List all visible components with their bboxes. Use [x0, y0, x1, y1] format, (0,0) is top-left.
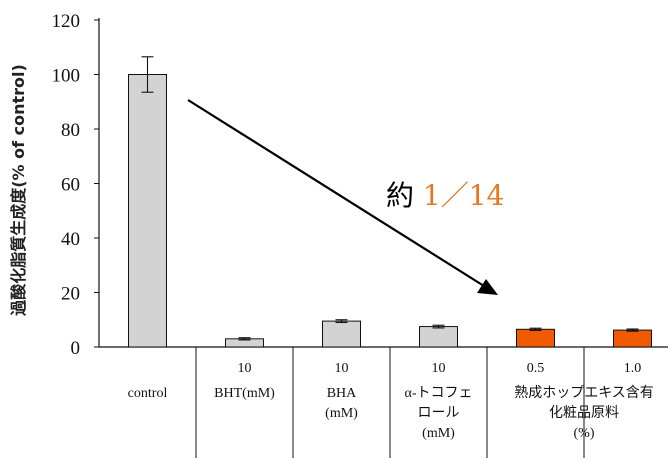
bar-bha [322, 320, 361, 348]
category-label-tocopherol: ロール [418, 406, 460, 421]
y-tick-label: 60 [61, 175, 80, 196]
error-bar-bht [238, 337, 251, 341]
y-tick-label: 120 [52, 11, 81, 32]
bar-hop-0-5 [516, 328, 555, 348]
error-bar-hop-0-5 [529, 327, 542, 331]
category-label-tocopherol: α-トコフェ [405, 386, 473, 401]
category-label-hop-0-5: 熟成ホップエキス含有 [514, 385, 654, 401]
category-label-tocopherol: 10 [432, 361, 446, 376]
reduction-annotation: 約 1／14 [386, 179, 504, 212]
annotation-prefix: 約 [386, 179, 423, 212]
trend-arrow [187, 99, 498, 295]
annotation-ratio: 1／14 [423, 179, 504, 212]
category-label-control: control [128, 386, 168, 401]
category-label-bha: (mM) [325, 406, 358, 421]
category-label-bht: 10 [238, 361, 252, 376]
error-bar-hop-1-0 [626, 328, 639, 332]
category-label-hop-0-5: 化粧品原料 [549, 405, 619, 421]
y-tick-label: 100 [52, 66, 81, 87]
y-tick-label: 40 [61, 229, 80, 250]
bar-control [128, 74, 167, 348]
error-bar-bha [335, 319, 348, 324]
category-label-bha: BHA [327, 386, 357, 401]
error-bar-tocopherol [432, 324, 445, 329]
y-tick-label: 20 [61, 284, 80, 305]
category-label-bha: 10 [335, 361, 349, 376]
bars [128, 56, 652, 348]
category-label-bht: BHT(mM) [214, 386, 275, 401]
y-tick-label: 80 [61, 120, 80, 141]
category-label-hop-0-5: 0.5 [527, 361, 545, 376]
category-label-hop-0-5: (%) [574, 426, 595, 441]
y-axis-label: 過酸化脂質生成度(% of control) [9, 64, 28, 317]
error-bar-control [141, 56, 154, 93]
category-label-hop-1-0: 1.0 [624, 361, 642, 376]
bar-tocopherol [419, 326, 458, 348]
y-tick-label: 0 [71, 338, 81, 359]
category-label-tocopherol: (mM) [422, 426, 455, 441]
y-ticks: 0 20 40 60 80 100 120 [52, 11, 99, 359]
bar-hop-1-0 [613, 329, 652, 348]
